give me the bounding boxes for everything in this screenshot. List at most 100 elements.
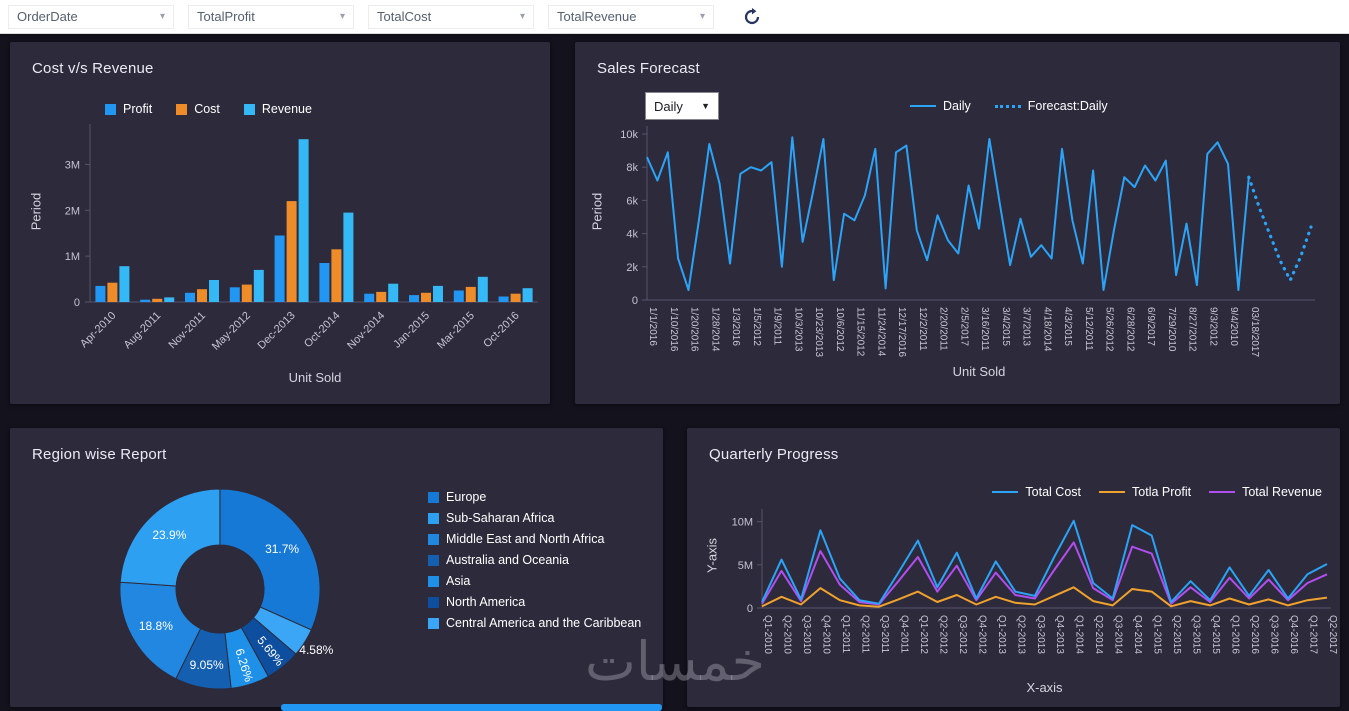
legend-label: Totla Profit [1132, 485, 1192, 499]
bar-profit[interactable] [364, 293, 375, 302]
x-tick-label: 10/23/2013 [813, 307, 824, 357]
panel-title: Region wise Report [32, 446, 167, 463]
bar-cost[interactable] [286, 201, 297, 302]
chevron-down-icon: ▾ [699, 11, 705, 22]
bar-cost[interactable] [152, 298, 163, 302]
field-dropdown-orderdate[interactable]: OrderDate ▾ [8, 4, 174, 29]
bar-profit[interactable] [319, 263, 330, 302]
field-dropdown-totalprofit[interactable]: TotalProfit ▾ [188, 4, 354, 29]
legend-item-total-revenue[interactable]: Total Revenue [1209, 485, 1322, 499]
bar-cost[interactable] [465, 286, 476, 302]
x-tick-label: 10/6/2012 [834, 307, 845, 352]
interval-select[interactable]: Daily ▼ [645, 92, 719, 120]
legend-item-sub-saharan-africa[interactable]: Sub-Saharan Africa [428, 511, 554, 525]
bar-cost[interactable] [376, 291, 387, 302]
y-tick-label: 10M [732, 517, 753, 529]
y-tick-label: 5M [738, 560, 753, 572]
legend-item-europe[interactable]: Europe [428, 490, 486, 504]
bar-revenue[interactable] [388, 283, 399, 302]
chevron-down-icon: ▾ [519, 11, 525, 22]
bar-revenue[interactable] [343, 212, 354, 302]
x-tick-label: 1/20/2016 [689, 307, 700, 352]
x-tick-label: Q4-2015 [1210, 615, 1221, 654]
refresh-button[interactable] [740, 5, 764, 29]
bar-cost[interactable] [421, 292, 431, 302]
dropdown-label: TotalRevenue [557, 9, 637, 24]
pie-slice-label: 31.7% [265, 542, 299, 556]
field-dropdown-totalrevenue[interactable]: TotalRevenue ▾ [548, 4, 714, 29]
panel-sales-forecast: Sales Forecast Daily ▼ Daily Forecast:Dai… [575, 42, 1340, 404]
legend-label: Europe [446, 490, 487, 504]
bar-revenue[interactable] [253, 269, 264, 302]
x-tick-label: Q1-2010 [762, 615, 773, 654]
legend-item-profit[interactable]: Profit [105, 102, 152, 116]
legend: Europe Sub-Saharan Africa Middle East and … [428, 490, 641, 630]
bar-profit[interactable] [95, 285, 106, 302]
bar-profit[interactable] [185, 292, 195, 302]
legend-label: Asia [446, 574, 471, 588]
y-axis-title: Period [589, 192, 605, 231]
x-tick-label: Q2-2013 [1015, 615, 1026, 654]
pie-slice-middle-east-and-north-africa[interactable] [119, 581, 202, 680]
bar-profit[interactable] [274, 235, 285, 303]
x-tick-label: Aug-2011 [122, 310, 164, 352]
x-tick-label: Q3-2015 [1191, 615, 1202, 654]
y-tick-label: 6k [626, 195, 638, 207]
pie-slice-sub-saharan-africa[interactable] [119, 488, 221, 587]
bar-revenue[interactable] [209, 280, 219, 302]
legend-swatch [428, 533, 439, 545]
x-tick-label: Q1-2016 [1230, 615, 1241, 654]
bar-revenue[interactable] [119, 266, 130, 302]
legend-item-middle-east-and-north-africa[interactable]: Middle East and North Africa [428, 532, 604, 546]
bar-profit[interactable] [140, 299, 151, 302]
legend-item-forecast-daily[interactable]: Forecast:Daily [994, 99, 1108, 113]
y-tick-label: 0 [747, 603, 753, 615]
bar-profit[interactable] [409, 295, 419, 302]
series-line-total-cost [761, 519, 1328, 605]
refresh-icon [744, 7, 760, 24]
bar-profit[interactable] [453, 290, 464, 303]
x-tick-label: 03/18/2017 [1249, 307, 1260, 357]
x-tick-label: Nov-2014 [345, 310, 387, 352]
x-axis-title: X-axis [1026, 680, 1063, 695]
bar-cost[interactable] [331, 249, 342, 302]
x-tick-label: May-2012 [210, 310, 253, 353]
x-tick-label: Jan-2015 [391, 310, 432, 351]
legend-label: Daily [943, 99, 971, 113]
legend-item-total-cost[interactable]: Total Cost [992, 485, 1081, 499]
bar-revenue[interactable] [433, 285, 443, 302]
legend-item-asia[interactable]: Asia [428, 574, 470, 588]
x-tick-label: 6/28/2012 [1124, 307, 1135, 352]
x-axis-title: Unit Sold [952, 364, 1006, 379]
x-tick-label: 1/9/2011 [772, 307, 783, 346]
panel-quarterly-progress: Quarterly Progress Total Cost Totla Profi… [687, 428, 1340, 707]
panel-title: Cost v/s Revenue [32, 60, 154, 77]
legend-item-cost[interactable]: Cost [176, 102, 220, 116]
bar-revenue[interactable] [298, 139, 309, 302]
bar-cost[interactable] [197, 289, 207, 302]
legend-item-central-america-and-the-caribbean[interactable]: Central America and the Caribbean [428, 616, 641, 630]
bar-cost[interactable] [107, 282, 118, 302]
y-tick-label: 0 [632, 295, 638, 307]
legend-item-north-america[interactable]: North America [428, 595, 525, 609]
bar-revenue[interactable] [477, 276, 488, 302]
bar-cost[interactable] [241, 284, 252, 302]
x-tick-label: Q1-2013 [996, 615, 1007, 654]
legend-label: North America [446, 595, 526, 609]
legend-item-totla-profit[interactable]: Totla Profit [1099, 485, 1191, 499]
legend-item-australia-and-oceania[interactable]: Australia and Oceania [428, 553, 569, 567]
bar-revenue[interactable] [164, 297, 175, 302]
bar-profit[interactable] [498, 296, 509, 303]
dropdown-label: TotalCost [377, 9, 432, 24]
legend-item-revenue[interactable]: Revenue [243, 102, 312, 116]
pie-slice-europe[interactable] [219, 488, 321, 631]
x-tick-label: Q2-2016 [1249, 615, 1260, 654]
legend-item-daily[interactable]: Daily [910, 99, 971, 113]
bar-cost[interactable] [510, 293, 521, 302]
bar-revenue[interactable] [522, 288, 533, 302]
field-dropdown-totalcost[interactable]: TotalCost ▾ [368, 4, 534, 29]
x-tick-label: Nov-2011 [166, 310, 208, 352]
horizontal-scrollbar-thumb[interactable] [281, 704, 662, 711]
bar-profit[interactable] [229, 287, 240, 302]
